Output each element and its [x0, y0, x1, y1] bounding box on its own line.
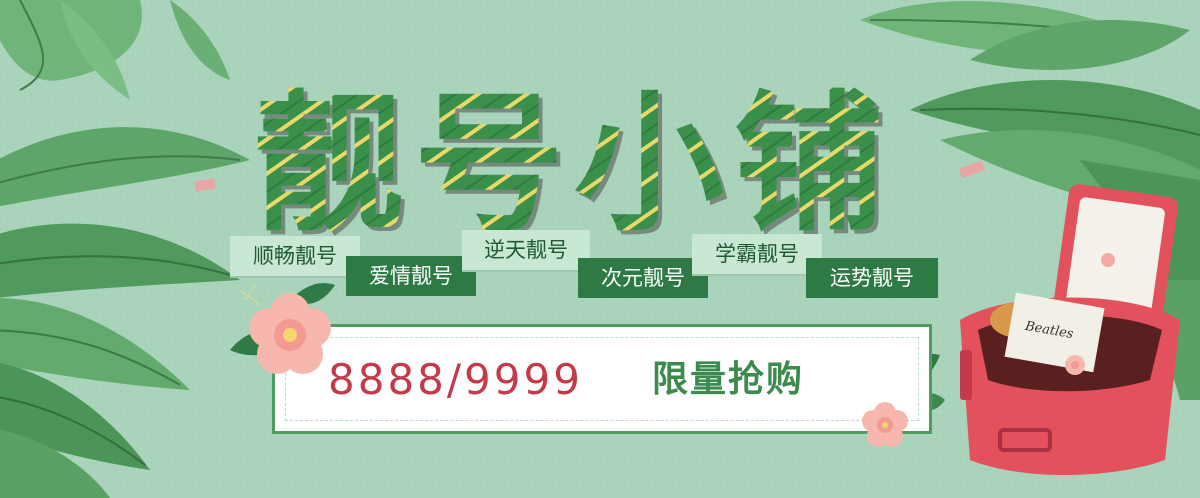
promo-text: 限量抢购: [652, 359, 805, 400]
banner-title-graphic: 靓号小铺 靓号小铺: [254, 78, 898, 240]
tag-scholar[interactable]: 学霸靓号: [692, 234, 822, 276]
suitcase-illustration: Beatles: [960, 184, 1180, 475]
promo-inner-border: [285, 337, 919, 421]
page-title: 靓号小铺: [254, 78, 894, 240]
pink-flower-icon: [249, 293, 331, 374]
tag-incredible[interactable]: 逆天靓号: [462, 230, 590, 272]
tag-love[interactable]: 爱情靓号: [346, 256, 476, 296]
tag-smooth[interactable]: 顺畅靓号: [230, 236, 360, 278]
promo-frame: [272, 324, 932, 434]
tag-dimension[interactable]: 次元靓号: [578, 258, 708, 298]
tag-fortune[interactable]: 运势靓号: [806, 258, 938, 298]
title-shadow: 靓号小铺: [258, 82, 898, 240]
promo-number: 8888/9999: [328, 355, 583, 404]
left-leaves-decoration: [0, 0, 250, 498]
small-pink-flower-icon: [862, 402, 908, 447]
